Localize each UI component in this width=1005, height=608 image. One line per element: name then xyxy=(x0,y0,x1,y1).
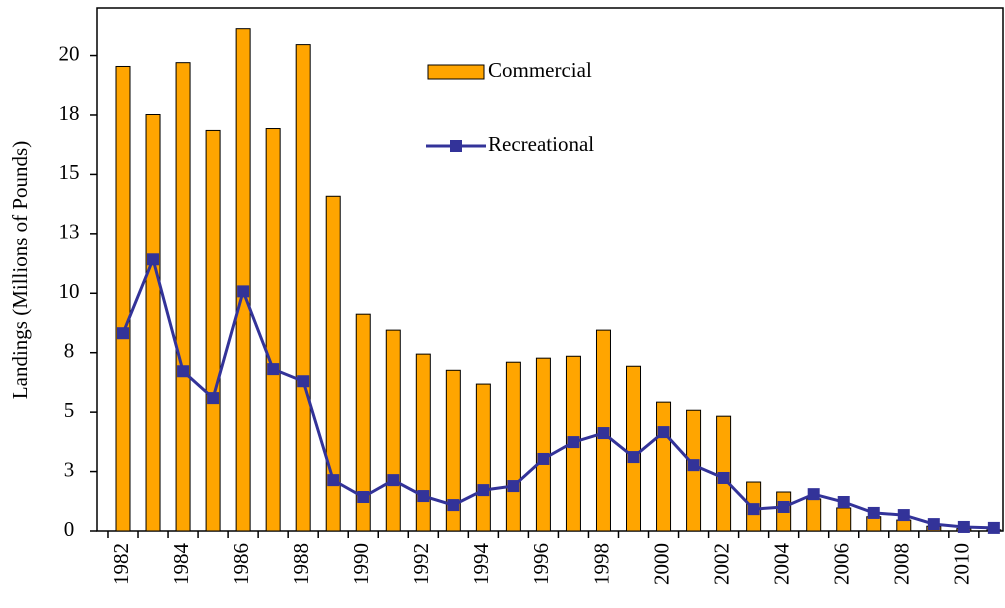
y-tick-label: 8 xyxy=(64,339,75,363)
line xyxy=(121,254,994,530)
y-tick-label: 10 xyxy=(59,279,80,303)
marker xyxy=(807,488,820,501)
x-tick-label: 1988 xyxy=(289,543,313,585)
bar xyxy=(445,369,461,532)
bar xyxy=(235,28,251,532)
bar xyxy=(896,519,912,532)
bar xyxy=(475,383,491,532)
bar xyxy=(295,44,311,532)
marker xyxy=(327,474,340,487)
marker xyxy=(927,518,940,531)
marker xyxy=(507,480,520,493)
bar xyxy=(836,507,852,532)
x-tick-label: 1996 xyxy=(529,543,553,585)
marker xyxy=(147,253,160,266)
marker xyxy=(687,459,700,472)
marker xyxy=(747,503,760,516)
bar xyxy=(205,129,221,532)
bar xyxy=(505,361,521,532)
legend-swatch xyxy=(427,64,485,80)
marker xyxy=(237,285,250,298)
marker xyxy=(417,490,430,503)
marker xyxy=(357,491,370,504)
y-tick-label: 3 xyxy=(64,457,75,481)
marker xyxy=(387,474,400,487)
y-tick-label: 0 xyxy=(64,517,75,541)
marker xyxy=(477,484,490,497)
bar xyxy=(325,195,341,532)
y-axis-label: Landings (Millions of Pounds) xyxy=(8,141,32,399)
y-tick-label: 18 xyxy=(59,101,80,125)
bar xyxy=(385,329,401,532)
x-tick-label: 2000 xyxy=(649,543,673,585)
x-tick-label: 2006 xyxy=(830,543,854,585)
legend-swatch xyxy=(450,140,462,152)
marker xyxy=(837,495,850,508)
marker xyxy=(597,427,610,440)
y-tick-label: 20 xyxy=(59,41,80,65)
x-tick-label: 1982 xyxy=(109,543,133,585)
marker xyxy=(447,499,460,512)
x-tick-label: 2004 xyxy=(769,543,793,586)
marker xyxy=(657,426,670,439)
x-tick-label: 2002 xyxy=(709,543,733,585)
bar xyxy=(626,365,642,532)
bar xyxy=(115,65,131,532)
bar xyxy=(535,357,551,532)
legend-label: Recreational xyxy=(488,132,594,156)
bar xyxy=(355,313,371,532)
marker xyxy=(897,509,910,522)
x-tick-label: 2010 xyxy=(950,543,974,585)
marker xyxy=(177,365,190,378)
x-tick-label: 1994 xyxy=(469,543,493,586)
bar xyxy=(415,353,431,532)
bar xyxy=(656,401,672,532)
legend-label: Commercial xyxy=(488,58,592,82)
marker xyxy=(267,363,280,376)
bar xyxy=(145,114,161,532)
y-tick-label: 5 xyxy=(64,398,75,422)
marker xyxy=(867,506,880,519)
marker xyxy=(567,436,580,449)
marker xyxy=(297,375,310,388)
marker xyxy=(207,392,220,405)
marker xyxy=(627,451,640,464)
marker xyxy=(777,500,790,513)
y-tick-label: 13 xyxy=(59,220,80,244)
marker xyxy=(537,452,550,465)
x-tick-label: 2008 xyxy=(890,543,914,585)
x-tick-label: 1986 xyxy=(229,543,253,585)
bar xyxy=(806,498,822,532)
x-tick-label: 1984 xyxy=(169,543,193,586)
x-tick-label: 1992 xyxy=(409,543,433,585)
y-tick-label: 15 xyxy=(59,160,80,184)
marker xyxy=(117,327,129,340)
x-tick-label: 1990 xyxy=(349,543,373,585)
bar xyxy=(265,128,281,532)
x-tick-label: 1998 xyxy=(589,543,613,585)
marker xyxy=(717,471,730,484)
marker xyxy=(987,521,1000,534)
bar xyxy=(175,62,191,532)
marker xyxy=(957,520,970,533)
